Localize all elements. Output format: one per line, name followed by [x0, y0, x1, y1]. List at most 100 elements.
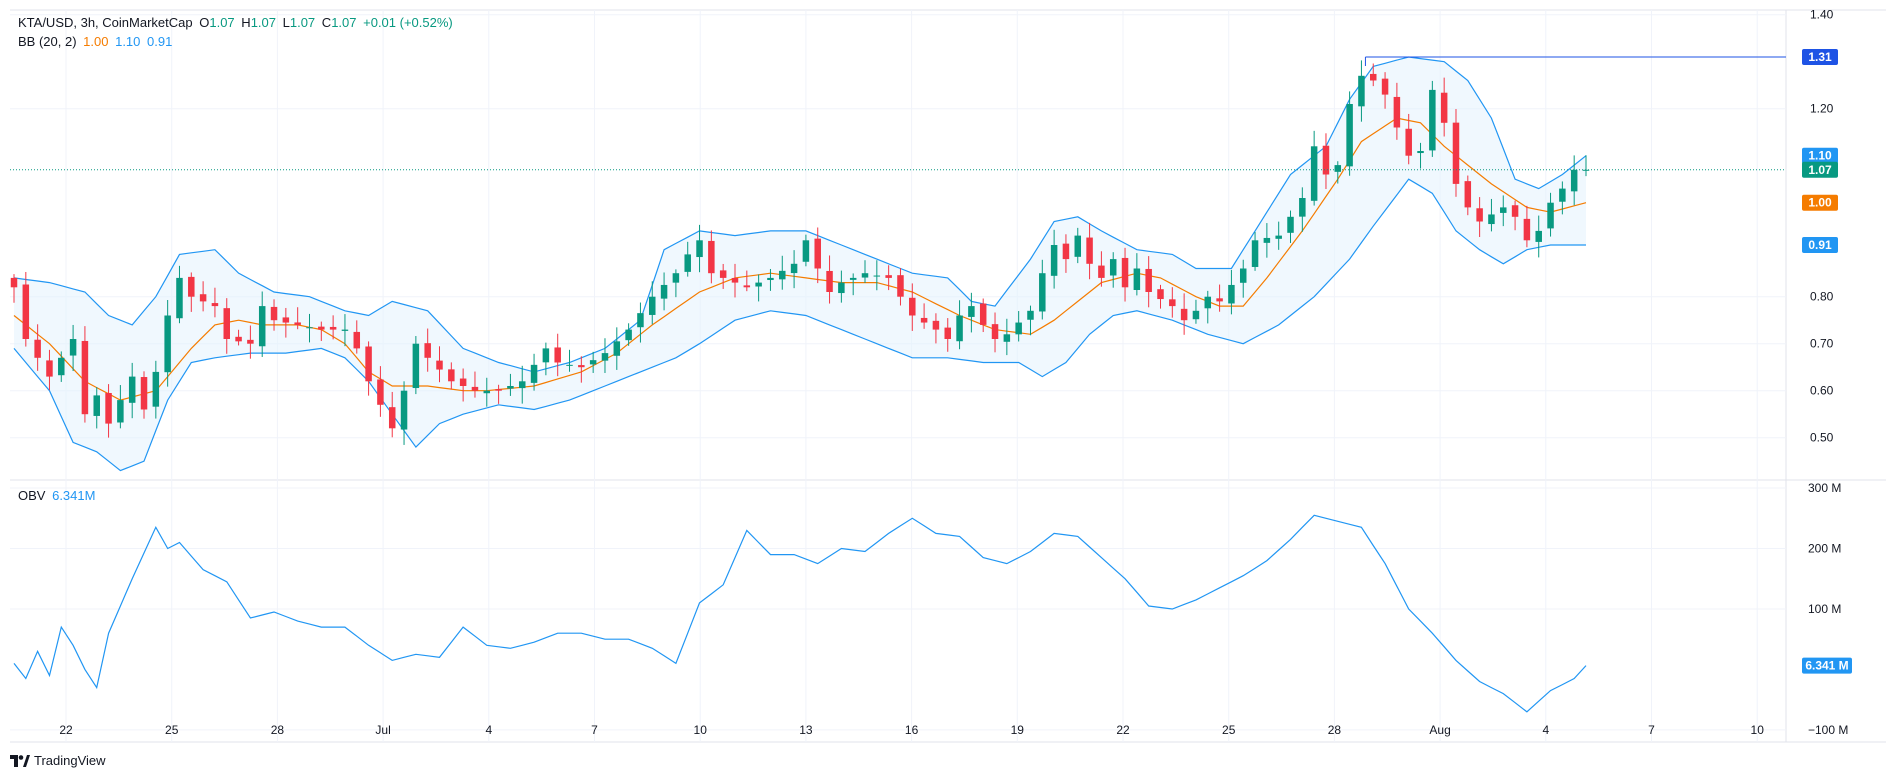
candle-body: [81, 340, 89, 415]
bb-basis-line: [13, 117, 1587, 401]
candle-body: [708, 240, 715, 274]
candle-body: [235, 336, 242, 342]
time-tick-label: 25: [1222, 723, 1236, 737]
candle-body: [306, 327, 313, 329]
obv-value: 6.341M: [52, 488, 96, 503]
candle-body: [152, 371, 160, 407]
candle-body: [34, 339, 41, 358]
candle-body: [779, 270, 786, 280]
price-tick-label: 0.60: [1810, 384, 1834, 398]
candle-body: [684, 254, 691, 272]
candle-body: [802, 240, 810, 262]
price-tick-label: 1.40: [1810, 8, 1834, 22]
candle-body: [1322, 145, 1330, 175]
candle-body: [1251, 240, 1259, 267]
candle-body: [459, 378, 467, 386]
price-scale-badge: [1802, 147, 1838, 164]
time-tick-label: 10: [694, 723, 708, 737]
time-tick-label: 13: [799, 723, 813, 737]
low-value: 1.07: [289, 15, 316, 30]
candle-body: [270, 306, 278, 321]
candle-body: [637, 313, 644, 328]
time-tick-label: 4: [1542, 723, 1549, 737]
open-label: O: [199, 15, 210, 30]
candle-body: [1239, 268, 1247, 283]
time-tick-label: 10: [1751, 723, 1765, 737]
candle-body: [1216, 298, 1223, 302]
candles: [10, 60, 1590, 445]
price-scale-badge: [1802, 161, 1838, 178]
candle-body: [956, 315, 963, 342]
candle-body: [1169, 299, 1176, 307]
candle-body: [920, 317, 928, 323]
candle-body: [719, 270, 727, 278]
candle-body: [897, 275, 904, 297]
price-tick-label: 0.50: [1810, 431, 1834, 445]
candle-body: [424, 343, 431, 358]
candle-body: [1027, 310, 1034, 320]
candle-body: [660, 284, 668, 299]
bb-basis-value: 1.00: [83, 34, 109, 49]
candle-body: [1263, 237, 1271, 243]
obv-tick-label: 100 M: [1808, 602, 1841, 616]
candle-body: [1192, 310, 1200, 320]
candle-body: [211, 303, 219, 307]
price-scale-badge: [1802, 237, 1838, 253]
candle-body: [578, 365, 585, 368]
candle-body: [1204, 296, 1212, 309]
price-scale-badge: [1802, 194, 1838, 211]
time-tick-label: 19: [1011, 723, 1025, 737]
candle-body: [1346, 104, 1353, 167]
candle-body: [542, 348, 550, 363]
candle-body: [1133, 268, 1141, 291]
tradingview-brand[interactable]: TradingView: [10, 753, 106, 768]
candle-body: [873, 275, 881, 277]
candle-body: [849, 277, 857, 280]
candle-body: [483, 390, 491, 394]
candle-body: [1570, 169, 1578, 192]
candle-body: [1464, 181, 1472, 208]
candle-body: [1062, 243, 1070, 260]
candle-body: [1098, 265, 1105, 278]
bb-label: BB (20, 2): [18, 34, 77, 49]
time-tick-label: 28: [1328, 723, 1342, 737]
bb-fill: [14, 57, 1586, 471]
candle-body: [223, 308, 231, 339]
candle-body: [1334, 165, 1342, 172]
candle-body: [448, 369, 455, 382]
candle-body: [388, 407, 396, 429]
candle-body: [1109, 259, 1117, 276]
candle-body: [1358, 75, 1365, 107]
candle-body: [518, 381, 526, 389]
obv-tick-label: −100 M: [1808, 723, 1848, 737]
candle-body: [1500, 207, 1507, 213]
candle-body: [1310, 146, 1318, 201]
candle-body: [696, 240, 703, 258]
bb-lower-value: 0.91: [147, 34, 173, 49]
price-scale-badge-label: 1.00: [1808, 196, 1832, 210]
time-tick-label: 22: [59, 723, 73, 737]
price-tick-label: 0.80: [1810, 290, 1834, 304]
low-label: L: [282, 15, 290, 30]
obv-legend[interactable]: OBV 6.341M: [18, 488, 98, 503]
candle-body: [672, 273, 680, 283]
bb-legend[interactable]: BB (20, 2) 1.00 1.10 0.91: [18, 34, 175, 49]
obv-label: OBV: [18, 488, 46, 503]
candle-body: [979, 303, 987, 325]
candle-body: [69, 339, 77, 356]
candle-body: [1121, 257, 1129, 288]
tradingview-logo-icon: [10, 754, 30, 767]
candle-body: [932, 320, 940, 330]
candle-body: [790, 263, 798, 274]
candle-body: [1547, 202, 1554, 229]
candle-body: [1275, 235, 1282, 239]
candle-body: [294, 322, 301, 325]
candle-body: [1157, 289, 1164, 300]
symbol-label[interactable]: KTA/USD, 3h, CoinMarketCap: [18, 15, 193, 30]
candle-body: [1381, 78, 1389, 95]
candle-body: [968, 306, 975, 317]
candle-body: [400, 390, 408, 430]
price-scale-badge-label: 1.07: [1808, 163, 1832, 177]
candle-body: [495, 389, 502, 391]
